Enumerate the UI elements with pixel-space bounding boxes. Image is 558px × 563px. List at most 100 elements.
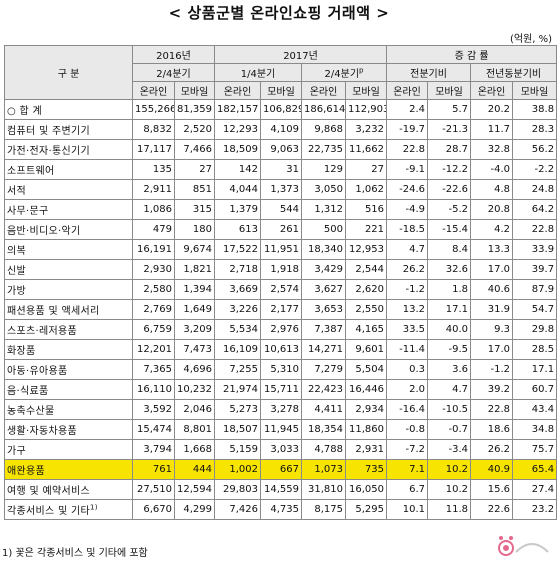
row-label: 사무·문구 [4, 199, 133, 220]
table-cell: 261 [260, 219, 302, 240]
table-cell: 40.9 [470, 459, 514, 480]
header-yoy: 전년동분기비 [470, 63, 558, 82]
table-cell: 17.1 [427, 299, 472, 320]
table-cell: 135 [132, 159, 175, 180]
table-row: 신발 2,930 1,821 2,718 1,918 3,429 2,544 26.2 32.6… [4, 259, 558, 280]
table-cell: 10.2 [427, 459, 472, 480]
table-cell: 32.8 [470, 139, 514, 160]
table-cell: 516 [344, 199, 388, 220]
table-cell: 4.7 [427, 379, 472, 400]
table-cell: 2,718 [214, 259, 261, 280]
table-row: 음·식료품 16,110 10,232 21,974 15,711 22,423 16,44… [4, 379, 558, 400]
table-cell: 22,423 [301, 379, 346, 400]
table-cell: 851 [174, 179, 215, 200]
table-cell: 2.0 [386, 379, 429, 400]
table-cell: 444 [174, 459, 215, 480]
table-cell: 17.1 [512, 359, 558, 380]
table-cell: 1,002 [214, 459, 261, 480]
table-cell: 22.8 [512, 219, 558, 240]
table-cell: 10,613 [260, 339, 302, 360]
table-cell: 32.6 [427, 259, 472, 280]
table-cell: 15.6 [470, 479, 514, 500]
table-cell: 31.9 [470, 299, 514, 320]
table-cell: 11,951 [260, 239, 302, 260]
table-cell: 17.0 [470, 339, 514, 360]
table-cell: 5,273 [214, 399, 261, 420]
table-cell: 4,299 [174, 499, 215, 520]
table-cell: 2,520 [174, 119, 215, 140]
table-cell: 5.7 [427, 99, 472, 120]
table-cell: 3,794 [132, 439, 175, 460]
table-cell: 17,522 [214, 239, 261, 260]
table-cell: 18,509 [214, 139, 261, 160]
table-row: 음반·비디오·악기 479 180 613 261 500 221 -18.5 -15.4 4.2… [4, 219, 558, 240]
table-cell: 11,662 [344, 139, 388, 160]
table-cell: 2,930 [132, 259, 175, 280]
table-cell: -0.8 [386, 419, 429, 440]
table-cell: 22.8 [386, 139, 429, 160]
table-cell: 4.7 [386, 239, 429, 260]
table-cell: 5,504 [344, 359, 388, 380]
table-cell: -19.7 [386, 119, 429, 140]
table-cell: 186,614 [301, 99, 346, 120]
table-cell: 40.6 [470, 279, 514, 300]
table-cell: 15,474 [132, 419, 175, 440]
table-cell: 10.1 [386, 499, 429, 520]
table-cell: 31 [260, 159, 302, 180]
table-cell: 180 [174, 219, 215, 240]
table-cell: 142 [214, 159, 261, 180]
row-label: 음반·비디오·악기 [4, 219, 133, 240]
table-cell: 16,446 [344, 379, 388, 400]
table-cell: 17.0 [470, 259, 514, 280]
header-online: 온라인 [301, 81, 346, 100]
table-row: 생활·자동차용품 15,474 8,801 18,507 11,945 18,354 11,… [4, 419, 558, 440]
table-cell: -2.2 [512, 159, 558, 180]
table-cell: 7,365 [132, 359, 175, 380]
table-cell: 39.7 [512, 259, 558, 280]
table-cell: 479 [132, 219, 175, 240]
table-cell: 17,117 [132, 139, 175, 160]
header-category: 구 분 [4, 45, 133, 100]
table-cell: 182,157 [214, 99, 261, 120]
row-label: 소프트웨어 [4, 159, 133, 180]
table-cell: 0.3 [386, 359, 429, 380]
header-q2-2017: 2/4분기p [300, 63, 388, 82]
table-cell: 39.2 [470, 379, 514, 400]
table-cell: 315 [174, 199, 215, 220]
header-online: 온라인 [132, 81, 175, 100]
table-cell: 4.2 [470, 219, 514, 240]
table-cell: 2,931 [344, 439, 388, 460]
row-label: 아동·유아용품 [4, 359, 133, 380]
table-cell: 1,086 [132, 199, 175, 220]
table-cell: 129 [301, 159, 346, 180]
table-cell: 9,063 [260, 139, 302, 160]
table-cell: 12,201 [132, 339, 175, 360]
table-cell: 27,510 [132, 479, 175, 500]
table-cell: 56.2 [512, 139, 558, 160]
table-cell: 155,266 [132, 99, 175, 120]
table-cell: 14,271 [301, 339, 346, 360]
header-online: 온라인 [214, 81, 261, 100]
table-cell: -5.2 [427, 199, 472, 220]
header-online: 온라인 [386, 81, 429, 100]
table-cell: -21.3 [427, 119, 472, 140]
table-cell: 1,821 [174, 259, 215, 280]
table-cell: 2,550 [344, 299, 388, 320]
row-label: 가방 [4, 279, 133, 300]
table-cell: 1,312 [301, 199, 346, 220]
table-cell: 3,627 [301, 279, 346, 300]
header-q1-2017: 1/4분기 [214, 63, 302, 82]
row-label: 가구 [4, 439, 133, 460]
data-table: 구 분 2016년 2017년 증 감 률 2/4분기 1/4분기 2/4분기p… [4, 45, 558, 520]
table-row: ○ 합 계 155,266 81,359 182,157 106,829 186,614 1… [4, 99, 558, 120]
table-cell: 3,278 [260, 399, 302, 420]
table-cell: 4,788 [301, 439, 346, 460]
table-cell: 7,473 [174, 339, 215, 360]
table-cell: 2,934 [344, 399, 388, 420]
table-cell: 7,466 [174, 139, 215, 160]
table-cell: -9.1 [386, 159, 429, 180]
table-row: 화장품 12,201 7,473 16,109 10,613 14,271 9,601 -11… [4, 339, 558, 360]
table-cell: 3,429 [301, 259, 346, 280]
table-cell: 2,574 [260, 279, 302, 300]
header-mobile: 모바일 [427, 81, 472, 100]
